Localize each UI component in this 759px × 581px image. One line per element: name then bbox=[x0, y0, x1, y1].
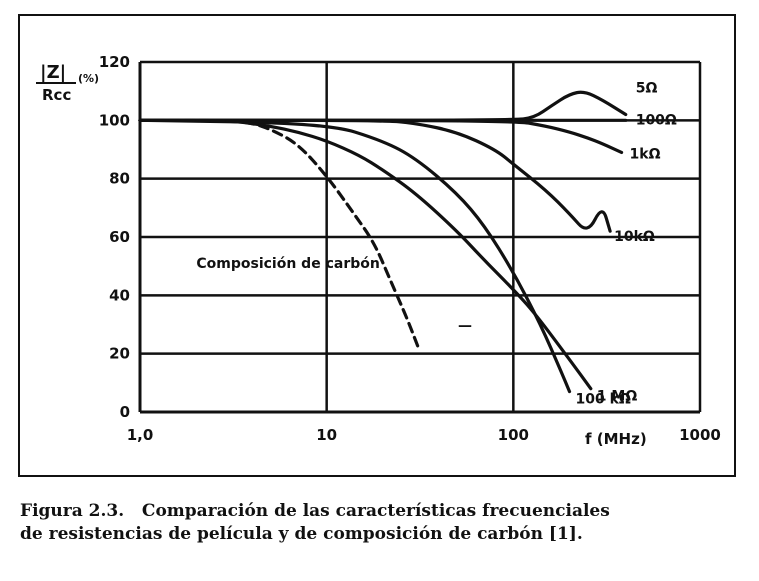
series-line-film bbox=[138, 118, 572, 394]
series-line-film bbox=[138, 118, 624, 155]
y-tick-label: 40 bbox=[109, 286, 130, 304]
y-label-numerator: |Z| bbox=[40, 62, 66, 83]
figure-frame bbox=[18, 14, 736, 477]
caption-line-2: de resistencias de película y de composi… bbox=[20, 524, 583, 544]
axes: 0 20 40 60 80 100 120 1,0 10 100 1000 bbox=[99, 53, 721, 444]
caption-line-1: Figura 2.3. Comparación de las caracterí… bbox=[20, 501, 610, 521]
y-label-denominator: Rcc bbox=[42, 86, 71, 104]
figure-caption: Figura 2.3. Comparación de las caracterí… bbox=[20, 500, 740, 546]
series-line-carbon bbox=[138, 118, 420, 350]
y-tick-label: 20 bbox=[109, 345, 130, 363]
series-line-film bbox=[138, 118, 612, 233]
series-label: 1kΩ bbox=[630, 146, 661, 162]
series-line-film bbox=[138, 90, 628, 122]
series-label: 5Ω bbox=[636, 81, 658, 97]
series-label: 1 MΩ bbox=[597, 389, 638, 405]
x-axis-label: f (MHz) bbox=[585, 430, 647, 448]
series-label: 100 kΩ bbox=[576, 392, 631, 408]
x-tick-label: 1000 bbox=[679, 426, 721, 444]
labels-group: 5Ω 100Ω 1kΩ 10kΩ 100 kΩ1 MΩ Composición de ca… bbox=[196, 81, 677, 408]
x-tick-label: 1,0 bbox=[127, 426, 154, 444]
y-tick-label: 60 bbox=[109, 228, 130, 246]
annotation-dash: — bbox=[458, 318, 472, 334]
series-label: 100Ω bbox=[636, 112, 677, 128]
y-tick-label: 80 bbox=[109, 170, 130, 188]
y-tick-label: 100 bbox=[99, 111, 130, 129]
y-label-unit: (%) bbox=[78, 72, 99, 85]
series-group bbox=[138, 90, 628, 394]
x-tick-label: 100 bbox=[498, 426, 529, 444]
series-label: Composición de carbón bbox=[196, 256, 379, 272]
x-tick-label: 10 bbox=[316, 426, 337, 444]
series-line-film bbox=[138, 118, 593, 391]
y-tick-label: 120 bbox=[99, 53, 130, 71]
series-label: 10kΩ bbox=[614, 229, 655, 245]
y-tick-label: 0 bbox=[120, 403, 130, 421]
